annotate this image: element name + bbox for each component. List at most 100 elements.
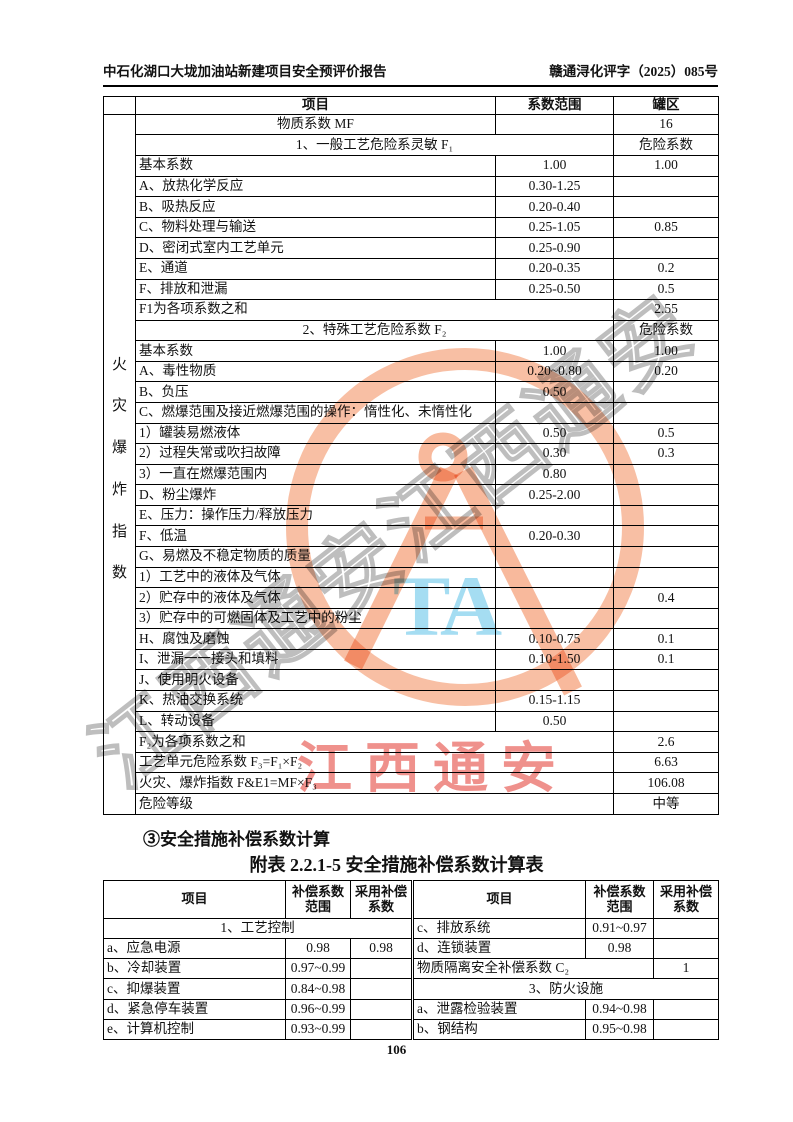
t1-item-cell: 2、特殊工艺危险系数 F₂ xyxy=(135,319,614,342)
t2-item-cell: 物质隔离安全补偿系数 C₂ xyxy=(411,958,654,980)
section-heading: ③安全措施补偿系数计算 xyxy=(143,830,330,849)
t1-value-cell xyxy=(613,607,719,630)
t2-range-cell: 0.91~0.97 xyxy=(585,917,654,940)
compensation-coefficient-table: 项目 补偿系数范围 采用补偿系数 项目 补偿系数范围 采用补偿系数 1、工艺控制 c、排放系… xyxy=(103,880,719,1041)
t1-value-cell xyxy=(613,196,719,218)
t2-used-cell xyxy=(350,958,413,980)
t1-item-cell: F、排放和泄漏 xyxy=(135,278,496,301)
t1-range-cell: 0.50 xyxy=(495,422,614,445)
page-number: 106 xyxy=(386,1042,407,1057)
t1-value-cell xyxy=(613,710,719,733)
t1-value-cell: 0.5 xyxy=(613,278,719,301)
t1-side-label: 火灾爆炸指数 xyxy=(103,113,136,816)
t1-value-cell: 危险系数 xyxy=(613,319,719,342)
t1-item-cell: B、负压 xyxy=(135,381,496,403)
t2-range-cell: 0.97~0.99 xyxy=(285,958,351,980)
t1-side-char: 数 xyxy=(111,565,127,582)
t1-range-cell: 1.00 xyxy=(495,155,614,177)
t1-item-cell: B、吸热反应 xyxy=(135,196,496,218)
t1-value-cell: 0.4 xyxy=(613,587,719,609)
t2-range-cell: 0.95~0.98 xyxy=(585,1018,654,1041)
t2-item-cell: c、抑爆装置 xyxy=(103,978,286,1000)
t1-value-cell: 16 xyxy=(613,113,719,136)
t2-section-cell: 1、工艺控制 xyxy=(103,917,413,940)
t1-item-cell: 物质系数 MF xyxy=(135,113,496,136)
t2-used-cell xyxy=(653,998,719,1020)
t1-item-cell: 基本系数 xyxy=(135,155,496,177)
t1-item-cell: D、密闭式室内工艺单元 xyxy=(135,237,496,259)
t1-item-cell: E、通道 xyxy=(135,257,496,280)
t2-item-cell: c、排放系统 xyxy=(411,917,586,940)
t1-item-cell: K、热油交换系统 xyxy=(135,690,496,712)
t1-range-cell xyxy=(495,401,614,424)
t2-col-header: 补偿系数范围 xyxy=(285,880,351,919)
t1-range-cell xyxy=(495,607,614,630)
t1-value-cell xyxy=(613,525,719,548)
t2-used-cell xyxy=(653,938,719,960)
t2-col-header: 采用补偿系数 xyxy=(350,880,413,919)
t1-item-cell: 工艺单元危险系数 F₃=F₁×F₂ xyxy=(135,751,614,774)
t1-range-cell: 0.20-0.30 xyxy=(495,525,614,548)
t1-range-cell: 0.10-0.75 xyxy=(495,628,614,650)
vertical-label-fire-explosion-index: 火灾爆炸指数 xyxy=(107,346,132,584)
t1-range-cell: 0.25-1.05 xyxy=(495,216,614,239)
t1-value-cell: 2.55 xyxy=(613,299,719,321)
t1-range-cell xyxy=(495,113,614,136)
t2-used-cell: 1 xyxy=(653,958,719,980)
t1-value-cell xyxy=(613,381,719,403)
t1-range-cell xyxy=(495,504,614,527)
t1-value-cell: 0.5 xyxy=(613,422,719,445)
t1-range-cell: 0.50 xyxy=(495,710,614,733)
t1-range-cell: 0.20-0.35 xyxy=(495,257,614,280)
t1-value-cell: 0.2 xyxy=(613,257,719,280)
t1-range-cell: 0.25-0.90 xyxy=(495,237,614,259)
t2-used-cell xyxy=(653,1018,719,1041)
t1-range-cell: 0.50 xyxy=(495,381,614,403)
t1-item-cell: A、毒性物质 xyxy=(135,360,496,383)
t1-value-cell xyxy=(613,566,719,589)
t1-range-cell xyxy=(495,546,614,568)
t1-value-cell: 6.63 xyxy=(613,751,719,774)
t1-item-cell: C、燃爆范围及接近燃爆范围的操作：惰性化、未惰性化 xyxy=(135,401,496,424)
t1-value-cell: 0.3 xyxy=(613,443,719,465)
t2-range-cell: 0.94~0.98 xyxy=(585,998,654,1020)
table2-title: 附表 2.2.1-5 安全措施补偿系数计算表 xyxy=(249,855,544,875)
t1-item-cell: F1为各项系数之和 xyxy=(135,299,614,321)
t2-col-header: 补偿系数范围 xyxy=(585,880,654,919)
t1-value-cell xyxy=(613,463,719,486)
t1-value-cell xyxy=(613,237,719,259)
fire-explosion-index-table: 项目 系数范围 罐区 火灾爆炸指数物质系数 MF 16 1、一般工艺危险系灵敏 F₁ 危险… xyxy=(103,96,719,816)
t1-range-cell: 0.30 xyxy=(495,443,614,465)
t2-range-cell: 0.98 xyxy=(285,938,351,960)
t1-value-cell: 危险系数 xyxy=(613,134,719,157)
t1-range-cell: 0.80 xyxy=(495,463,614,486)
t2-col-header: 项目 xyxy=(411,880,586,919)
t1-item-cell: I、泄漏一一接头和填料 xyxy=(135,648,496,671)
t1-item-cell: 火灾、爆炸指数 F&E1=MF×F₃ xyxy=(135,772,614,794)
t1-side-char: 灾 xyxy=(111,398,127,415)
t1-col-header: 项目 xyxy=(135,96,496,115)
t2-col-header: 采用补偿系数 xyxy=(653,880,719,919)
t1-side-char: 爆 xyxy=(111,440,127,457)
t1-item-cell: C、物料处理与输送 xyxy=(135,216,496,239)
t2-used-cell xyxy=(350,978,413,1000)
header-report-title: 中石化湖口大垅加油站新建项目安全预评价报告 xyxy=(103,64,387,79)
t1-col-header: 系数范围 xyxy=(495,96,614,115)
t2-range-cell: 0.96~0.99 xyxy=(285,998,351,1020)
t2-range-cell: 0.93~0.99 xyxy=(285,1018,351,1041)
t1-item-cell: 1）工艺中的液体及气体 xyxy=(135,566,496,589)
t2-used-cell xyxy=(350,998,413,1020)
t1-range-cell: 0.25-2.00 xyxy=(495,484,614,506)
t1-value-cell xyxy=(613,175,719,198)
t2-item-cell: e、计算机控制 xyxy=(103,1018,286,1041)
t1-range-cell xyxy=(495,669,614,692)
t2-col-header: 项目 xyxy=(103,880,286,919)
t1-item-cell: 危险等级 xyxy=(135,792,614,816)
t1-side-char: 火 xyxy=(111,356,127,373)
t1-item-cell: 1、一般工艺危险系灵敏 F₁ xyxy=(135,134,614,157)
t1-item-cell: G、易燃及不稳定物质的质量 xyxy=(135,546,496,568)
t2-range-cell: 0.98 xyxy=(585,938,654,960)
t1-item-cell: 基本系数 xyxy=(135,340,496,362)
t1-range-cell: 0.20-0.40 xyxy=(495,196,614,218)
